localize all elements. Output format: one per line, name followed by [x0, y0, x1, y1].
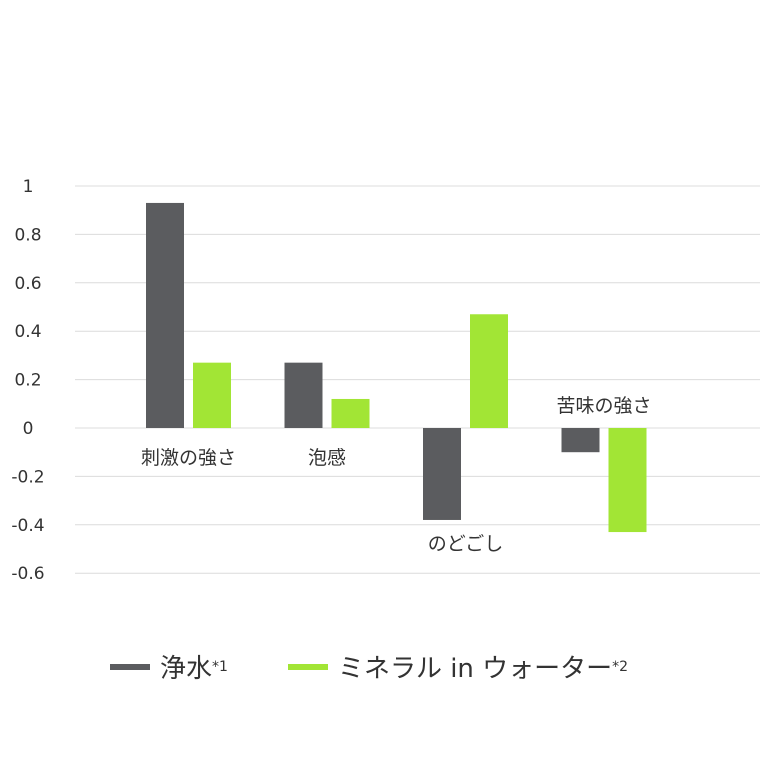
y-tick-label: -0.4 — [11, 516, 44, 536]
category-label: 泡感 — [308, 447, 346, 469]
legend-item-series-2: ミネラル in ウォーター *2 — [287, 648, 629, 685]
legend-swatch-series-2 — [287, 663, 328, 670]
legend-footnote-series-1: *1 — [212, 658, 228, 675]
legend-footnote-series-2: *2 — [612, 658, 629, 675]
y-tick-label: 0.8 — [14, 225, 41, 245]
bar-2-4 — [608, 428, 647, 533]
bar-1-4 — [561, 428, 600, 453]
y-tick-label: -0.2 — [11, 467, 44, 487]
legend: 浄水 *1 ミネラル in ウォーター *2 — [110, 648, 628, 685]
category-label: 苦味の強さ — [556, 395, 651, 417]
category-label: のどごし — [428, 533, 503, 555]
y-axis-tick-labels: 1 0.8 0.6 0.4 0.2 0 -0.2 -0.4 -0.6 — [11, 177, 44, 584]
y-tick-label: 1 — [23, 177, 34, 197]
grid-lines — [75, 185, 760, 574]
bar-1-2 — [284, 362, 323, 428]
bar-2-1 — [193, 362, 231, 428]
legend-label-series-2: ミネラル in ウォーター — [337, 654, 613, 684]
bar-2-3 — [470, 314, 508, 428]
bar-1-3 — [423, 428, 461, 520]
y-tick-label: 0.4 — [14, 322, 41, 342]
y-tick-label: -0.6 — [11, 564, 44, 584]
bar-2-2 — [331, 398, 370, 428]
y-tick-label: 0.2 — [14, 371, 41, 391]
category-label: 刺激の強さ — [141, 447, 236, 469]
y-tick-label: 0.6 — [14, 274, 41, 294]
y-tick-label: 0 — [23, 419, 34, 439]
legend-item-series-1: 浄水 *1 — [110, 648, 228, 685]
legend-swatch-series-1 — [110, 663, 150, 670]
bars — [146, 202, 647, 533]
legend-label-series-1: 浄水 — [160, 654, 213, 684]
bar-1-1 — [146, 202, 184, 428]
